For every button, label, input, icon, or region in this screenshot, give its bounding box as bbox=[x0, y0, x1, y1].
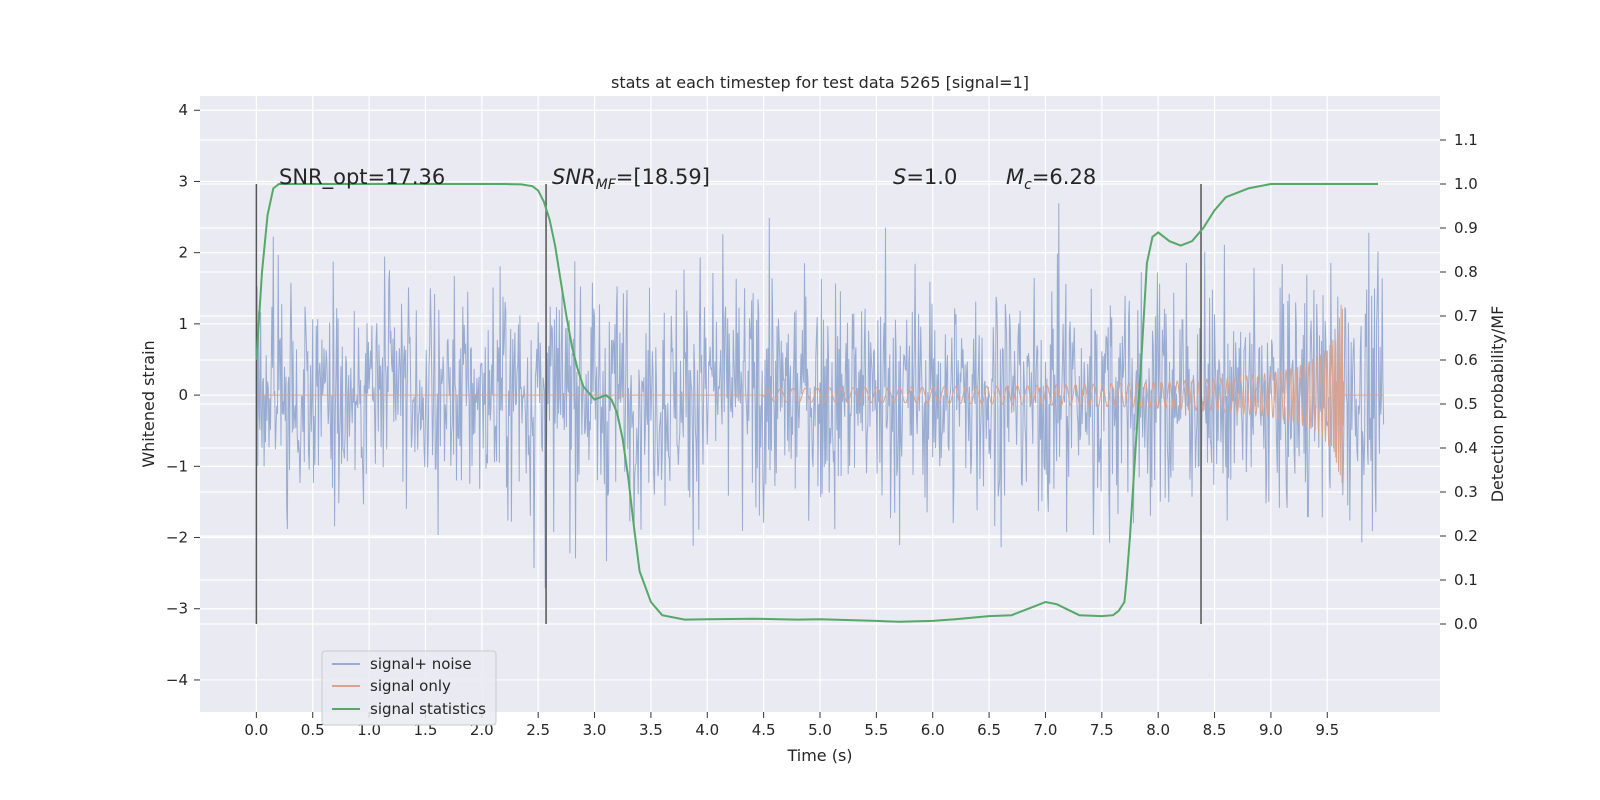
x-tick-label: 7.0 bbox=[1034, 721, 1058, 739]
x-tick-label: 6.0 bbox=[921, 721, 945, 739]
y-left-tick-label: 3 bbox=[178, 172, 188, 190]
x-tick-label: 0.0 bbox=[244, 721, 268, 739]
x-tick-label: 8.5 bbox=[1203, 721, 1227, 739]
mc-base: M bbox=[1006, 165, 1024, 189]
legend-label-signal-statistics: signal statistics bbox=[370, 700, 486, 718]
signal-only-series bbox=[256, 304, 1384, 484]
mc-annotation: Mc=6.28 bbox=[1006, 165, 1096, 193]
x-tick-label: 3.5 bbox=[639, 721, 663, 739]
y-left-tick-label: −4 bbox=[166, 671, 188, 689]
y-left-tick-label: −3 bbox=[166, 600, 188, 618]
y-right-tick-label: 0.3 bbox=[1454, 483, 1478, 501]
signal-noise-series bbox=[255, 203, 1385, 589]
y-right-tick-label: 0.1 bbox=[1454, 571, 1478, 589]
legend-box bbox=[321, 650, 497, 726]
s-value: =1.0 bbox=[906, 165, 957, 189]
y-right-tick-label: 0.6 bbox=[1454, 351, 1478, 369]
y-left-tick-label: 0 bbox=[178, 386, 188, 404]
x-tick-label: 3.0 bbox=[583, 721, 607, 739]
s-symbol: S bbox=[893, 165, 906, 189]
signal-statistics-series bbox=[255, 183, 1378, 623]
signal-only-line bbox=[256, 304, 1384, 484]
y-right-tick-label: 1.0 bbox=[1454, 175, 1478, 193]
y-right-tick-label: 0.5 bbox=[1454, 395, 1478, 413]
x-tick-label: 0.5 bbox=[301, 721, 325, 739]
y-left-tick-label: −1 bbox=[166, 457, 188, 475]
chart-title: stats at each timestep for test data 526… bbox=[611, 73, 1029, 92]
x-tick-label: 5.0 bbox=[808, 721, 832, 739]
y-left-tick-label: 1 bbox=[178, 315, 188, 333]
y-right-tick-label: 1.1 bbox=[1454, 131, 1478, 149]
x-tick-label: 6.5 bbox=[977, 721, 1001, 739]
snr-opt-annotation: SNR_opt=17.36 bbox=[279, 165, 445, 190]
signal-noise-line bbox=[255, 203, 1385, 589]
x-tick-label: 4.5 bbox=[752, 721, 776, 739]
y-right-tick-label: 0.8 bbox=[1454, 263, 1478, 281]
y-left-tick-label: 2 bbox=[178, 244, 188, 262]
y-right-tick-label: 0.2 bbox=[1454, 527, 1478, 545]
x-tick-label: 2.5 bbox=[526, 721, 550, 739]
signal-statistics-line bbox=[255, 183, 1378, 623]
y-right-tick-label: 0.9 bbox=[1454, 219, 1478, 237]
vertical-markers bbox=[255, 184, 1202, 624]
legend-label-signal-noise: signal+ noise bbox=[370, 655, 472, 673]
x-tick-label: 9.5 bbox=[1315, 721, 1339, 739]
y-axis-right-label: Detection probability/MF bbox=[1488, 306, 1507, 503]
snr-mf-base: SNR bbox=[552, 165, 596, 189]
y-axis-left-label: Whitened strain bbox=[139, 340, 158, 467]
legend-label-signal-only: signal only bbox=[370, 677, 451, 695]
legend: signal+ noise signal only signal statist… bbox=[321, 650, 497, 726]
mc-value: =6.28 bbox=[1032, 165, 1096, 189]
x-tick-label: 7.5 bbox=[1090, 721, 1114, 739]
snr-mf-sub: MF bbox=[596, 177, 617, 193]
mc-sub: c bbox=[1024, 177, 1032, 193]
x-tick-label: 5.5 bbox=[864, 721, 888, 739]
x-tick-label: 9.0 bbox=[1259, 721, 1283, 739]
snr-mf-value: =[18.59] bbox=[616, 165, 710, 189]
snr-mf-annotation: SNRMF=[18.59] bbox=[552, 165, 710, 193]
s-annotation: S=1.0 bbox=[893, 165, 957, 189]
y-left-tick-label: 4 bbox=[178, 101, 188, 119]
grid bbox=[200, 96, 1440, 712]
x-tick-label: 4.0 bbox=[695, 721, 719, 739]
x-axis-label: Time (s) bbox=[786, 746, 852, 765]
y-left-tick-label: −2 bbox=[166, 529, 188, 547]
y-right-tick-label: 0.0 bbox=[1454, 615, 1478, 633]
y-right-tick-label: 0.7 bbox=[1454, 307, 1478, 325]
x-tick-label: 8.0 bbox=[1146, 721, 1170, 739]
y-right-tick-label: 0.4 bbox=[1454, 439, 1478, 457]
